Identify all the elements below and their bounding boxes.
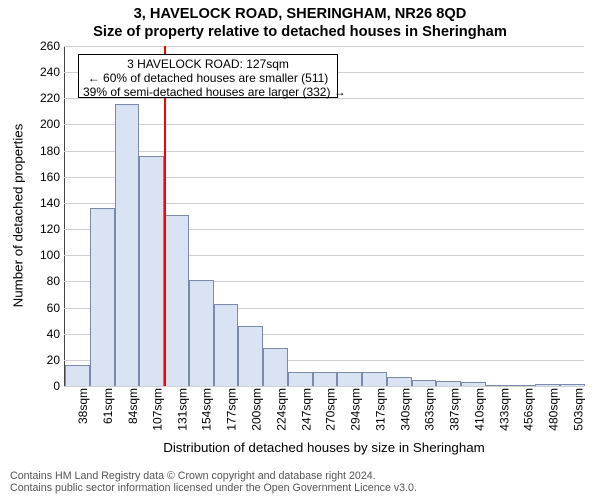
y-tick-label: 140 [2,196,60,210]
x-tick-label: 387sqm [448,388,462,431]
grid-line [64,46,584,47]
x-tick-label: 294sqm [349,388,363,431]
x-tick-label: 224sqm [274,388,288,431]
y-tick-labels: 020406080100120140160180200220240260 [0,46,64,386]
y-tick-label: 20 [2,353,60,367]
x-tick-label: 270sqm [324,388,338,431]
x-tick-label: 410sqm [473,388,487,431]
y-axis-line [64,46,65,386]
histogram-bar [337,372,362,386]
footer-line: Contains public sector information licen… [10,482,417,494]
grid-line [64,124,584,125]
y-tick-label: 220 [2,91,60,105]
x-tick-label: 200sqm [250,388,264,431]
x-tick-label: 38sqm [76,388,90,424]
y-tick-label: 60 [2,301,60,315]
histogram-bar [263,348,288,386]
y-tick-label: 80 [2,274,60,288]
histogram-bar [189,280,214,386]
y-tick-label: 120 [2,222,60,236]
chart-title-address: 3, HAVELOCK ROAD, SHERINGHAM, NR26 8QD [0,6,600,22]
x-tick-label: 340sqm [398,388,412,431]
histogram-bar [288,372,313,386]
x-tick-label: 247sqm [299,388,313,431]
x-tick-label: 317sqm [374,388,388,431]
x-tick-label: 433sqm [497,388,511,431]
y-tick-label: 260 [2,39,60,53]
x-tick-label: 131sqm [175,388,189,431]
x-tick-label: 480sqm [547,388,561,431]
y-tick-label: 0 [2,379,60,393]
histogram-bar [65,365,90,386]
x-tick-label: 456sqm [522,388,536,431]
x-tick-label: 363sqm [423,388,437,431]
x-axis-label: Distribution of detached houses by size … [64,440,584,455]
x-tick-label: 84sqm [126,388,140,424]
x-tick-labels: 38sqm 61sqm 84sqm 107sqm 131sqm 154sqm 177sqm 2… [64,386,584,446]
y-tick-label: 180 [2,144,60,158]
y-tick-label: 40 [2,327,60,341]
chart-root: { "titles": { "line1": "3, HAVELOCK ROAD… [0,0,600,500]
chart-subtitle: Size of property relative to detached ho… [0,24,600,40]
y-tick-label: 240 [2,65,60,79]
histogram-bar [90,208,115,386]
x-tick-label: 61sqm [101,388,115,424]
annotation-line: 3 HAVELOCK ROAD: 127sqm [83,57,333,71]
annotation-line: ← 60% of detached houses are smaller (51… [83,71,333,85]
histogram-bar [164,215,189,386]
histogram-bar [362,372,387,386]
histogram-bar [139,156,164,386]
annotation-box: 3 HAVELOCK ROAD: 127sqm← 60% of detached… [78,54,338,98]
histogram-bar [387,377,412,386]
histogram-bar [115,104,140,386]
x-tick-label: 107sqm [151,388,165,431]
histogram-bar [313,372,338,386]
y-tick-label: 100 [2,248,60,262]
histogram-bar [214,304,239,386]
plot-area: 3 HAVELOCK ROAD: 127sqm← 60% of detached… [64,46,584,386]
grid-line [64,151,584,152]
footer-line: Contains HM Land Registry data © Crown c… [10,470,417,482]
x-tick-label: 177sqm [225,388,239,431]
y-tick-label: 200 [2,117,60,131]
histogram-bar [238,326,263,386]
footer-attribution: Contains HM Land Registry data © Crown c… [10,470,417,494]
y-tick-label: 160 [2,170,60,184]
x-tick-label: 503sqm [572,388,586,431]
annotation-line: 39% of semi-detached houses are larger (… [83,85,333,99]
x-tick-label: 154sqm [200,388,214,431]
